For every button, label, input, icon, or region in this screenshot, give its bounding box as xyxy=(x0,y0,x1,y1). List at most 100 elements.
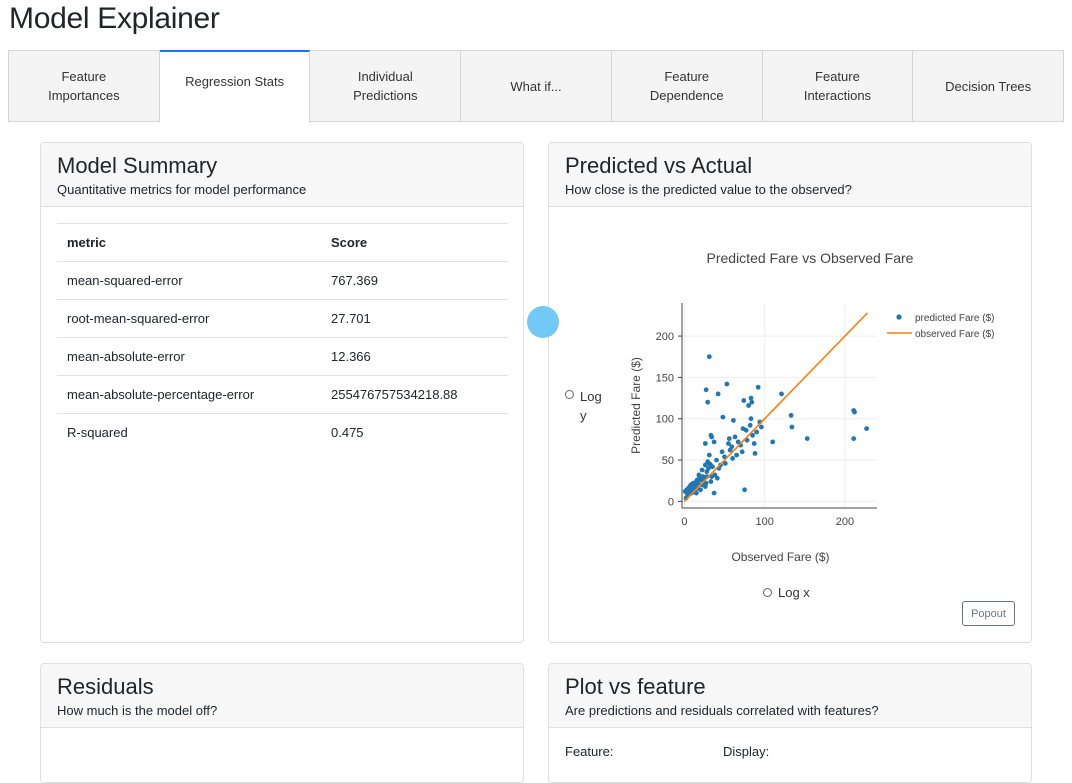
predicted-point xyxy=(751,441,757,446)
y-tick-label: 100 xyxy=(656,414,674,426)
tab-label: Regression Stats xyxy=(185,73,285,89)
log-y-radio[interactable] xyxy=(565,390,574,399)
tab-individual-predictions[interactable]: Individual Predictions xyxy=(310,51,462,121)
predicted-point xyxy=(749,399,755,405)
predicted-point xyxy=(714,457,719,463)
x-tick-label: 0 xyxy=(681,516,687,528)
predicted-point xyxy=(706,465,711,471)
tab-label: Feature Dependence xyxy=(649,69,724,103)
predicted-point xyxy=(789,424,795,430)
card-subtitle: Quantitative metrics for model performan… xyxy=(57,182,307,197)
table-row: mean-absolute-percentage-error 255476757… xyxy=(57,375,508,414)
column-header-metric: metric xyxy=(57,223,321,262)
predicted-point xyxy=(779,391,784,397)
tab-feature-dependence[interactable]: Feature Dependence xyxy=(611,51,763,121)
x-axis-label: Observed Fare ($) xyxy=(731,550,829,564)
plot-vs-feature-card: Plot vs feature Are predictions and resi… xyxy=(548,663,1032,783)
predicted-point xyxy=(722,461,728,466)
predicted-point xyxy=(741,398,747,403)
observed-line xyxy=(683,312,868,502)
tab-label: Decision Trees xyxy=(945,78,1032,94)
table-row: R-squared 0.475 xyxy=(57,413,508,451)
predicted-point xyxy=(748,416,754,422)
score-cell: 27.701 xyxy=(321,299,508,338)
column-header-score: Score xyxy=(321,223,508,262)
tab-regression-stats[interactable]: Regression Stats xyxy=(159,50,311,123)
card-header: Residuals How much is the model off? xyxy=(41,664,523,728)
predicted-point xyxy=(750,432,755,438)
card-title: Plot vs feature xyxy=(565,674,706,699)
metric-cell: mean-absolute-percentage-error xyxy=(57,375,321,414)
score-cell: 767.369 xyxy=(321,261,508,300)
card-subtitle: Are predictions and residuals correlated… xyxy=(565,703,879,718)
predicted-point xyxy=(748,395,754,401)
table-row: root-mean-squared-error 27.701 xyxy=(57,299,508,338)
predicted-point xyxy=(731,418,736,423)
metrics-table: metric Score mean-squared-error 767.369 … xyxy=(57,223,508,451)
predicted-point xyxy=(711,490,717,496)
card-subtitle: How much is the model off? xyxy=(57,703,218,718)
log-x-radio[interactable] xyxy=(763,588,772,597)
legend-label-observed: observed Fare ($) xyxy=(915,329,994,340)
metric-cell: mean-absolute-error xyxy=(57,337,321,376)
predicted-point xyxy=(739,449,745,455)
predicted-point xyxy=(755,384,761,390)
tab-label: What if... xyxy=(510,78,562,94)
predicted-point xyxy=(712,472,718,478)
predicted-point xyxy=(788,413,794,418)
predicted-point xyxy=(851,436,857,441)
y-tick-label: 50 xyxy=(662,455,674,467)
y-tick-label: 0 xyxy=(668,496,674,508)
predicted-point xyxy=(734,452,739,458)
predicted-point xyxy=(705,399,711,405)
log-y-toggle[interactable]: Log y xyxy=(565,387,609,425)
card-header: Plot vs feature Are predictions and resi… xyxy=(549,664,1031,728)
predicted-point xyxy=(732,434,738,440)
predicted-point xyxy=(724,381,730,387)
x-tick-label: 100 xyxy=(755,516,773,528)
score-cell: 255476757534218.88 xyxy=(321,375,508,414)
predicted-point xyxy=(699,467,705,473)
predicted-point xyxy=(726,436,732,441)
tab-decision-trees[interactable]: Decision Trees xyxy=(913,51,1065,121)
metric-cell: R-squared xyxy=(57,413,321,451)
predicted-point xyxy=(714,475,720,481)
predicted-point xyxy=(742,487,747,493)
score-cell: 12.366 xyxy=(321,337,508,376)
log-y-label: Log y xyxy=(580,389,602,423)
predicted-point xyxy=(864,426,869,431)
chart-title: Predicted Fare vs Observed Fare xyxy=(707,250,914,266)
residuals-card: Residuals How much is the model off? xyxy=(40,663,524,783)
predicted-point xyxy=(694,490,699,496)
popout-button[interactable]: Popout xyxy=(962,601,1015,626)
predicted-point xyxy=(703,480,709,486)
predicted-point xyxy=(706,354,712,360)
predicted-point xyxy=(708,479,714,484)
score-cell: 0.475 xyxy=(321,413,508,451)
predicted-point xyxy=(852,409,857,415)
predicted-point xyxy=(719,449,725,455)
table-row: mean-absolute-error 12.366 xyxy=(57,337,508,376)
predicted-point xyxy=(726,441,731,446)
pred-vs-actual-chart: Predicted Fare vs Observed Fare 0 100 200 0 5… xyxy=(629,250,994,564)
metric-cell: root-mean-squared-error xyxy=(57,299,321,338)
predicted-point xyxy=(702,462,708,468)
app-title: Model Explainer xyxy=(9,2,220,35)
predicted-point xyxy=(710,464,715,470)
cursor-indicator xyxy=(527,306,559,338)
y-axis-label: Predicted Fare ($) xyxy=(629,357,643,454)
log-x-toggle[interactable]: Log x xyxy=(763,585,810,600)
predicted-point xyxy=(729,444,735,450)
tab-what-if[interactable]: What if... xyxy=(461,51,612,121)
card-title: Model Summary xyxy=(57,153,218,178)
predicted-point xyxy=(720,414,726,420)
tab-bar: Feature Importances Regression Stats Ind… xyxy=(8,50,1065,123)
predicted-point xyxy=(730,456,735,461)
y-tick-label: 150 xyxy=(656,372,674,384)
tab-feature-interactions[interactable]: Feature Interactions xyxy=(762,51,914,121)
predicted-point xyxy=(754,429,759,435)
metric-cell: mean-squared-error xyxy=(57,261,321,300)
model-summary-card: Model Summary Quantitative metrics for m… xyxy=(40,142,524,643)
tab-feature-importances[interactable]: Feature Importances xyxy=(9,51,160,121)
predicted-point xyxy=(735,439,741,445)
